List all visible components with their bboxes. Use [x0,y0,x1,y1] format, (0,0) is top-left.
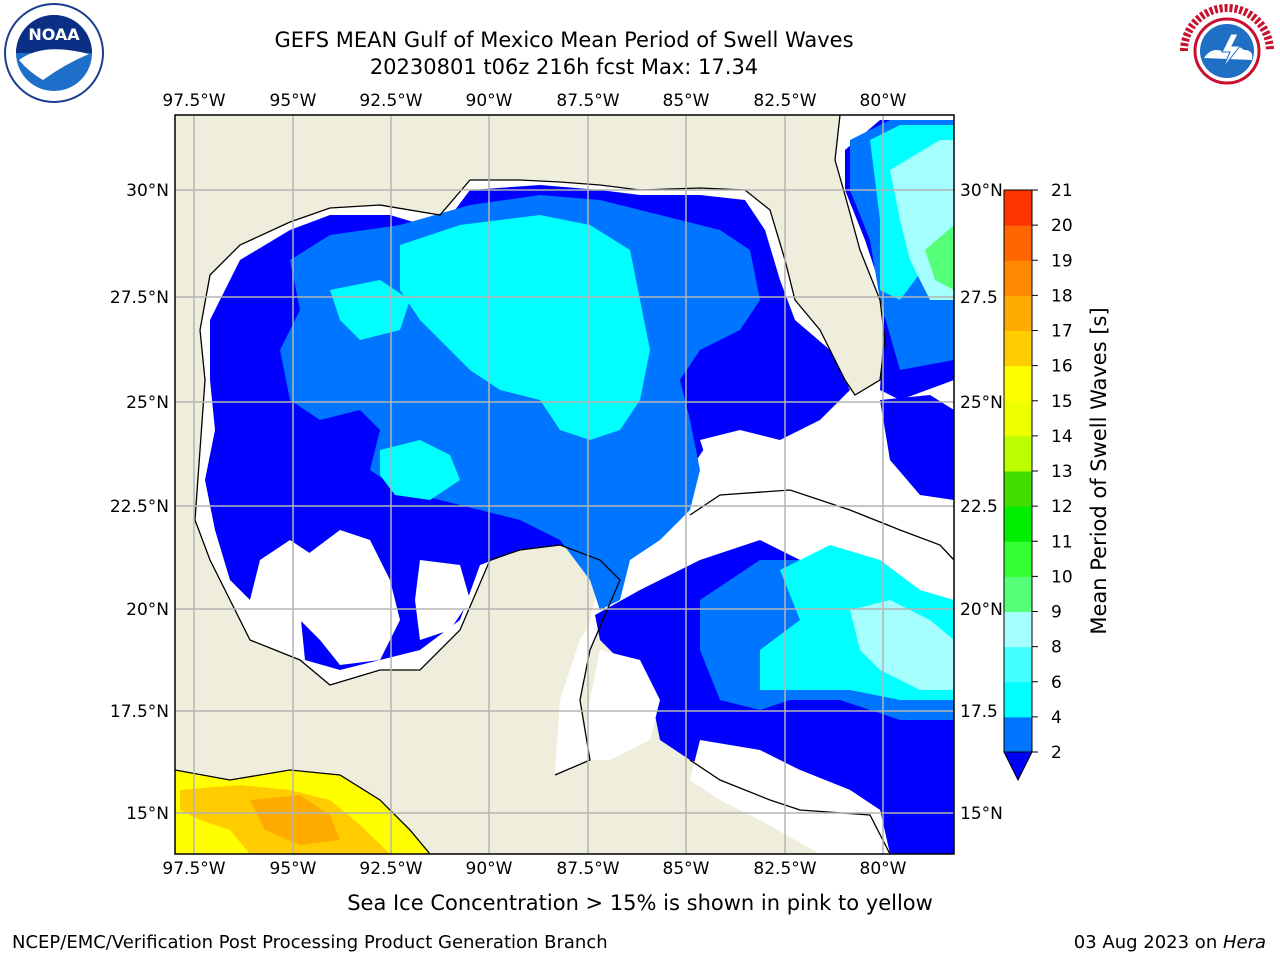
colorbar-tick-label: 20 [1051,216,1073,236]
lon-label-bottom: 90°W [466,859,513,879]
lat-label-left: 20°N [126,600,169,620]
colorbar-tick-label: 12 [1051,497,1073,517]
chart-title: GEFS MEAN Gulf of Mexico Mean Period of … [274,28,854,52]
colorbar-tick-label: 15 [1051,392,1073,412]
colorbar-tick-label: 13 [1051,462,1073,482]
colorbar-tick-label: 2 [1051,743,1062,763]
lat-label-left: 22.5°N [110,497,169,517]
colorbar-label: Mean Period of Swell Waves [s] [1087,307,1111,634]
colorbar-tick-label: 8 [1051,638,1062,658]
colorbar-segment [1004,225,1032,261]
lon-label-bottom: 92.5°W [359,859,422,879]
lat-label-right: 25°N [960,393,1003,413]
colorbar-segment [1004,365,1032,402]
lon-label-top: 85°W [663,91,710,111]
footer-date-text: 03 Aug 2023 on [1073,932,1223,953]
colorbar-segment [1004,260,1032,296]
colorbar-tick-label: 21 [1051,181,1073,201]
colorbar-tick-label: 11 [1051,532,1073,552]
colorbar-segment [1004,190,1032,226]
colorbar-tick-label: 9 [1051,603,1062,623]
lon-label-top: 92.5°W [359,91,422,111]
colorbar-segment [1004,576,1032,612]
lat-label-right: 17.5 [960,702,998,722]
swell-band-9-10 [925,225,954,290]
caption: Sea Ice Concentration > 15% is shown in … [347,891,933,915]
colorbar: 2 4 6 8 9 10 11 12 13 14 15 16 17 18 19 20 21 [1003,181,1073,782]
lon-label-bottom: 97.5°W [162,859,225,879]
colorbar-tick-label: 4 [1051,708,1062,728]
noaa-logo: NOAA [4,3,104,103]
lon-label-bottom: 80°W [860,859,907,879]
colorbar-extend-triangle [1003,751,1033,782]
lon-label-bottom: 82.5°W [753,859,816,879]
lon-label-top: 95°W [270,91,317,111]
lon-label-top: 97.5°W [162,91,225,111]
lat-label-left: 30°N [126,181,169,201]
colorbar-tick-label: 18 [1051,286,1073,306]
colorbar-segment [1004,471,1032,507]
lat-label-left: 15°N [126,804,169,824]
chart-subtitle: 20230801 t06z 216h fcst Max: 17.34 [369,55,759,79]
colorbar-tick-label: 19 [1051,251,1073,271]
lon-label-bottom: 87.5°W [556,859,619,879]
colorbar-tick-label: 10 [1051,567,1073,587]
lat-label-right: 22.5 [960,497,998,517]
footer-host: Hera [1222,932,1266,953]
colorbar-segment [1004,506,1032,542]
colorbar-segment [1004,611,1032,648]
colorbar-segment [1004,400,1032,437]
nws-logo [1180,4,1274,97]
lat-label-right: 27.5 [960,288,998,308]
lon-label-top: 80°W [860,91,907,111]
footer-date: 03 Aug 2023 on Hera [1074,932,1266,953]
lat-label-left: 25°N [126,393,169,413]
colorbar-segment [1004,646,1032,683]
graticule [175,115,954,854]
colorbar-segment [1004,716,1032,753]
colorbar-segment [1004,681,1032,718]
lon-label-top: 87.5°W [556,91,619,111]
lon-label-top: 90°W [466,91,513,111]
colorbar-tick-label: 16 [1051,357,1073,377]
lat-label-left: 27.5°N [110,288,169,308]
svg-text:NOAA: NOAA [28,25,80,44]
footer-credit: NCEP/EMC/Verification Post Processing Pr… [12,932,608,953]
lat-label-right: 15°N [960,804,1003,824]
lat-label-right: 20°N [960,600,1003,620]
lon-label-bottom: 85°W [663,859,710,879]
lat-label-left: 17.5°N [110,702,169,722]
colorbar-tick-label: 14 [1051,427,1073,447]
colorbar-tick-label: 6 [1051,673,1062,693]
lon-label-bottom: 95°W [270,859,317,879]
colorbar-segment [1004,435,1032,472]
colorbar-segment [1004,541,1032,577]
colorbar-tick-label: 17 [1051,322,1073,342]
colorbar-segment [1004,330,1032,367]
colorbar-segment [1004,295,1032,331]
lon-label-top: 82.5°W [753,91,816,111]
lat-label-right: 30°N [960,181,1003,201]
